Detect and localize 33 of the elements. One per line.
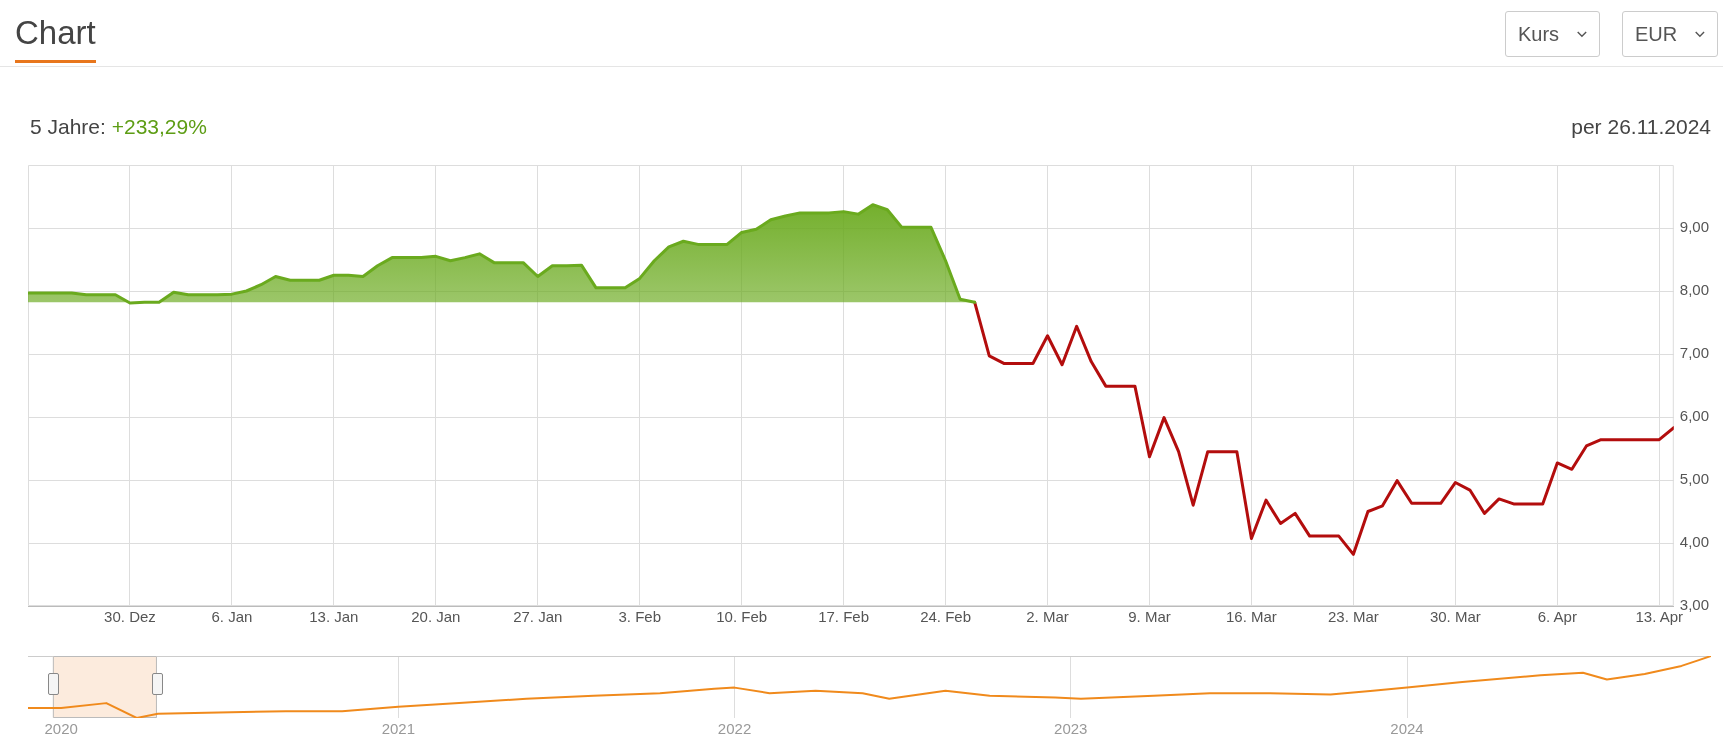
y-tick-label: 6,00 bbox=[1679, 407, 1710, 425]
y-tick-label: 8,00 bbox=[1679, 281, 1710, 299]
x-tick-label: 23. Mar bbox=[1327, 608, 1379, 626]
x-tick-label: 2022 bbox=[717, 720, 752, 738]
x-tick-label: 17. Feb bbox=[818, 608, 870, 626]
dropdown: EUR bbox=[1622, 11, 1718, 57]
x-tick-label: 2020 bbox=[44, 720, 78, 738]
y-tick-label: 7,00 bbox=[1679, 344, 1710, 362]
text: +233,29% bbox=[111, 115, 207, 138]
x-tick-label: 30. Mar bbox=[1429, 608, 1481, 626]
x-tick-label: 2023 bbox=[1054, 720, 1088, 738]
x-tick-label: 2021 bbox=[381, 720, 415, 738]
x-tick-label: 10. Feb bbox=[716, 608, 768, 626]
y-tick-label: 5,00 bbox=[1679, 470, 1710, 488]
y-tick-label: 9,00 bbox=[1679, 218, 1710, 236]
x-tick-label: 13. Jan bbox=[309, 608, 359, 626]
dropdown: Kurs bbox=[1505, 11, 1600, 57]
x-tick-label: 6. Apr bbox=[1537, 608, 1577, 626]
y-tick-label: 4,00 bbox=[1679, 533, 1710, 551]
text: per 26.11.2024 bbox=[1571, 115, 1711, 139]
x-tick-label: 16. Mar bbox=[1226, 608, 1277, 626]
x-tick-label: 6. Jan bbox=[211, 608, 253, 626]
x-tick-label: 27. Jan bbox=[513, 608, 563, 626]
x-tick-label: 2024 bbox=[1390, 720, 1424, 738]
x-tick-label: 24. Feb bbox=[920, 608, 972, 626]
x-tick-label: 30. Dez bbox=[104, 608, 156, 626]
x-tick-label: 20. Jan bbox=[411, 608, 461, 626]
x-tick-label: 3. Feb bbox=[618, 608, 661, 626]
chart-title: Chart bbox=[15, 14, 96, 63]
x-tick-label: 9. Mar bbox=[1128, 608, 1171, 626]
x-tick-label: 2. Mar bbox=[1026, 608, 1069, 626]
chart-subtitle: 5 Jahre: bbox=[30, 115, 106, 138]
y-tick-label: 3,00 bbox=[1679, 596, 1710, 614]
